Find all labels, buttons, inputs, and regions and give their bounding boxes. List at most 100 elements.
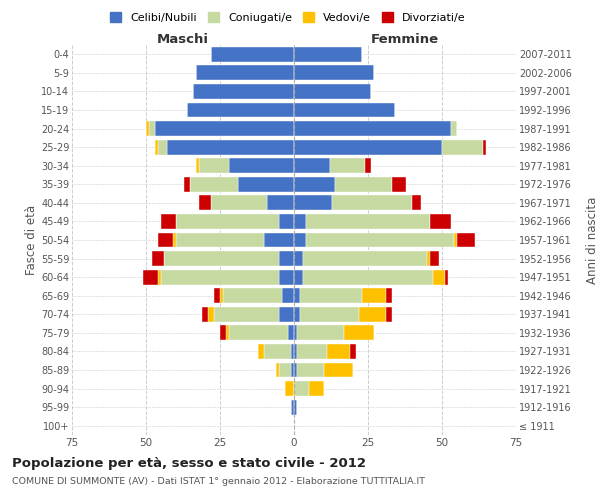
Bar — [386, 307, 392, 322]
Bar — [300, 307, 359, 322]
Bar — [386, 288, 392, 303]
Bar — [433, 270, 445, 284]
Bar — [294, 84, 371, 99]
Bar — [214, 307, 279, 322]
Bar — [211, 47, 294, 62]
Text: Popolazione per età, sesso e stato civile - 2012: Popolazione per età, sesso e stato civil… — [12, 458, 366, 470]
Bar — [176, 214, 279, 229]
Bar — [229, 158, 294, 173]
Bar — [294, 47, 362, 62]
Bar — [344, 326, 374, 340]
Bar — [167, 140, 294, 154]
Bar — [294, 66, 374, 80]
Bar — [294, 270, 303, 284]
Bar — [451, 121, 457, 136]
Bar — [226, 326, 229, 340]
Bar — [427, 251, 430, 266]
Bar — [294, 344, 297, 359]
Bar — [282, 288, 294, 303]
Bar — [211, 196, 268, 210]
Bar — [294, 140, 442, 154]
Bar — [442, 140, 484, 154]
Bar — [285, 381, 294, 396]
Bar — [294, 232, 306, 248]
Legend: Celibi/Nubili, Coniugati/e, Vedovi/e, Divorziati/e: Celibi/Nubili, Coniugati/e, Vedovi/e, Di… — [106, 8, 470, 28]
Bar — [300, 288, 362, 303]
Bar — [294, 121, 451, 136]
Bar — [303, 270, 433, 284]
Bar — [158, 140, 167, 154]
Bar — [350, 344, 356, 359]
Bar — [454, 232, 457, 248]
Bar — [294, 362, 297, 378]
Bar — [158, 232, 173, 248]
Bar — [279, 251, 294, 266]
Bar — [208, 307, 214, 322]
Bar — [430, 251, 439, 266]
Bar — [187, 102, 294, 118]
Bar — [297, 362, 323, 378]
Bar — [359, 307, 386, 322]
Bar — [335, 177, 392, 192]
Bar — [161, 270, 279, 284]
Bar — [294, 158, 329, 173]
Bar — [229, 326, 288, 340]
Bar — [279, 362, 291, 378]
Bar — [294, 381, 309, 396]
Bar — [294, 326, 297, 340]
Bar — [161, 214, 176, 229]
Y-axis label: Anni di nascita: Anni di nascita — [586, 196, 599, 284]
Bar — [155, 140, 158, 154]
Bar — [176, 232, 265, 248]
Bar — [329, 158, 365, 173]
Bar — [303, 251, 427, 266]
Bar — [309, 381, 323, 396]
Bar — [294, 196, 332, 210]
Y-axis label: Fasce di età: Fasce di età — [25, 205, 38, 275]
Bar — [279, 307, 294, 322]
Bar — [220, 288, 223, 303]
Bar — [294, 214, 306, 229]
Bar — [214, 288, 220, 303]
Bar — [430, 214, 451, 229]
Bar — [196, 158, 199, 173]
Bar — [199, 196, 211, 210]
Bar — [146, 121, 149, 136]
Bar — [190, 177, 238, 192]
Bar — [294, 288, 300, 303]
Bar — [288, 326, 294, 340]
Bar — [268, 196, 294, 210]
Bar — [306, 232, 454, 248]
Bar — [306, 214, 430, 229]
Bar — [457, 232, 475, 248]
Bar — [326, 344, 350, 359]
Bar — [265, 232, 294, 248]
Bar — [484, 140, 487, 154]
Bar — [294, 400, 297, 414]
Bar — [202, 307, 208, 322]
Bar — [291, 362, 294, 378]
Bar — [392, 177, 406, 192]
Bar — [193, 84, 294, 99]
Bar — [223, 288, 282, 303]
Bar — [259, 344, 265, 359]
Bar — [265, 344, 291, 359]
Bar — [294, 102, 395, 118]
Bar — [291, 344, 294, 359]
Bar — [155, 121, 294, 136]
Bar — [238, 177, 294, 192]
Bar — [445, 270, 448, 284]
Bar — [323, 362, 353, 378]
Bar — [143, 270, 158, 284]
Text: Femmine: Femmine — [371, 33, 439, 46]
Bar — [220, 326, 226, 340]
Bar — [365, 158, 371, 173]
Bar — [279, 270, 294, 284]
Bar — [291, 400, 294, 414]
Bar — [149, 121, 155, 136]
Bar — [297, 326, 344, 340]
Bar — [362, 288, 386, 303]
Bar — [332, 196, 412, 210]
Bar — [294, 177, 335, 192]
Text: COMUNE DI SUMMONTE (AV) - Dati ISTAT 1° gennaio 2012 - Elaborazione TUTTITALIA.I: COMUNE DI SUMMONTE (AV) - Dati ISTAT 1° … — [12, 478, 425, 486]
